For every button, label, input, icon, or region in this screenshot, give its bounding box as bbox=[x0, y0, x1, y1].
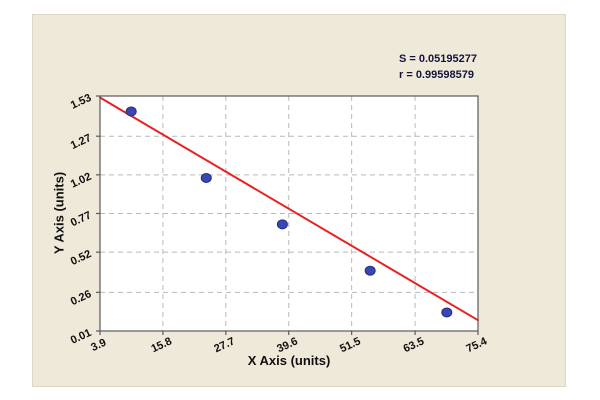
regression-stats: S = 0.05195277 r = 0.99598579 bbox=[399, 51, 477, 83]
x-axis-label: X Axis (units) bbox=[247, 353, 331, 368]
y-tick-label: 0.77 bbox=[69, 209, 93, 229]
y-tick-label: 1.02 bbox=[69, 171, 93, 191]
y-tick-label: 1.27 bbox=[69, 132, 93, 152]
y-tick-label: 1.53 bbox=[69, 92, 93, 112]
data-point bbox=[441, 307, 453, 318]
stat-s-value: S = 0.05195277 bbox=[399, 53, 477, 65]
data-point bbox=[125, 106, 137, 117]
chart-panel: 3.9 15.8 27.7 39.6 51.5 63.5 75.4 0.01 0.26 0.52 0… bbox=[32, 14, 566, 387]
standard-curve-plot: 3.9 15.8 27.7 39.6 51.5 63.5 75.4 0.01 0.26 0.52 0… bbox=[33, 15, 565, 386]
plot-svg: 3.9 15.8 27.7 39.6 51.5 63.5 75.40.010.260.520… bbox=[69, 92, 490, 355]
data-point bbox=[364, 265, 376, 276]
x-tick-label: 3.9 bbox=[89, 337, 108, 354]
y-axis-label: Y Axis (units) bbox=[51, 171, 67, 255]
data-point bbox=[200, 172, 212, 183]
stat-r-value: r = 0.99598579 bbox=[399, 69, 474, 81]
y-tick-label: 0.26 bbox=[69, 288, 93, 308]
y-tick-label: 0.52 bbox=[69, 248, 93, 268]
data-point bbox=[276, 219, 288, 230]
